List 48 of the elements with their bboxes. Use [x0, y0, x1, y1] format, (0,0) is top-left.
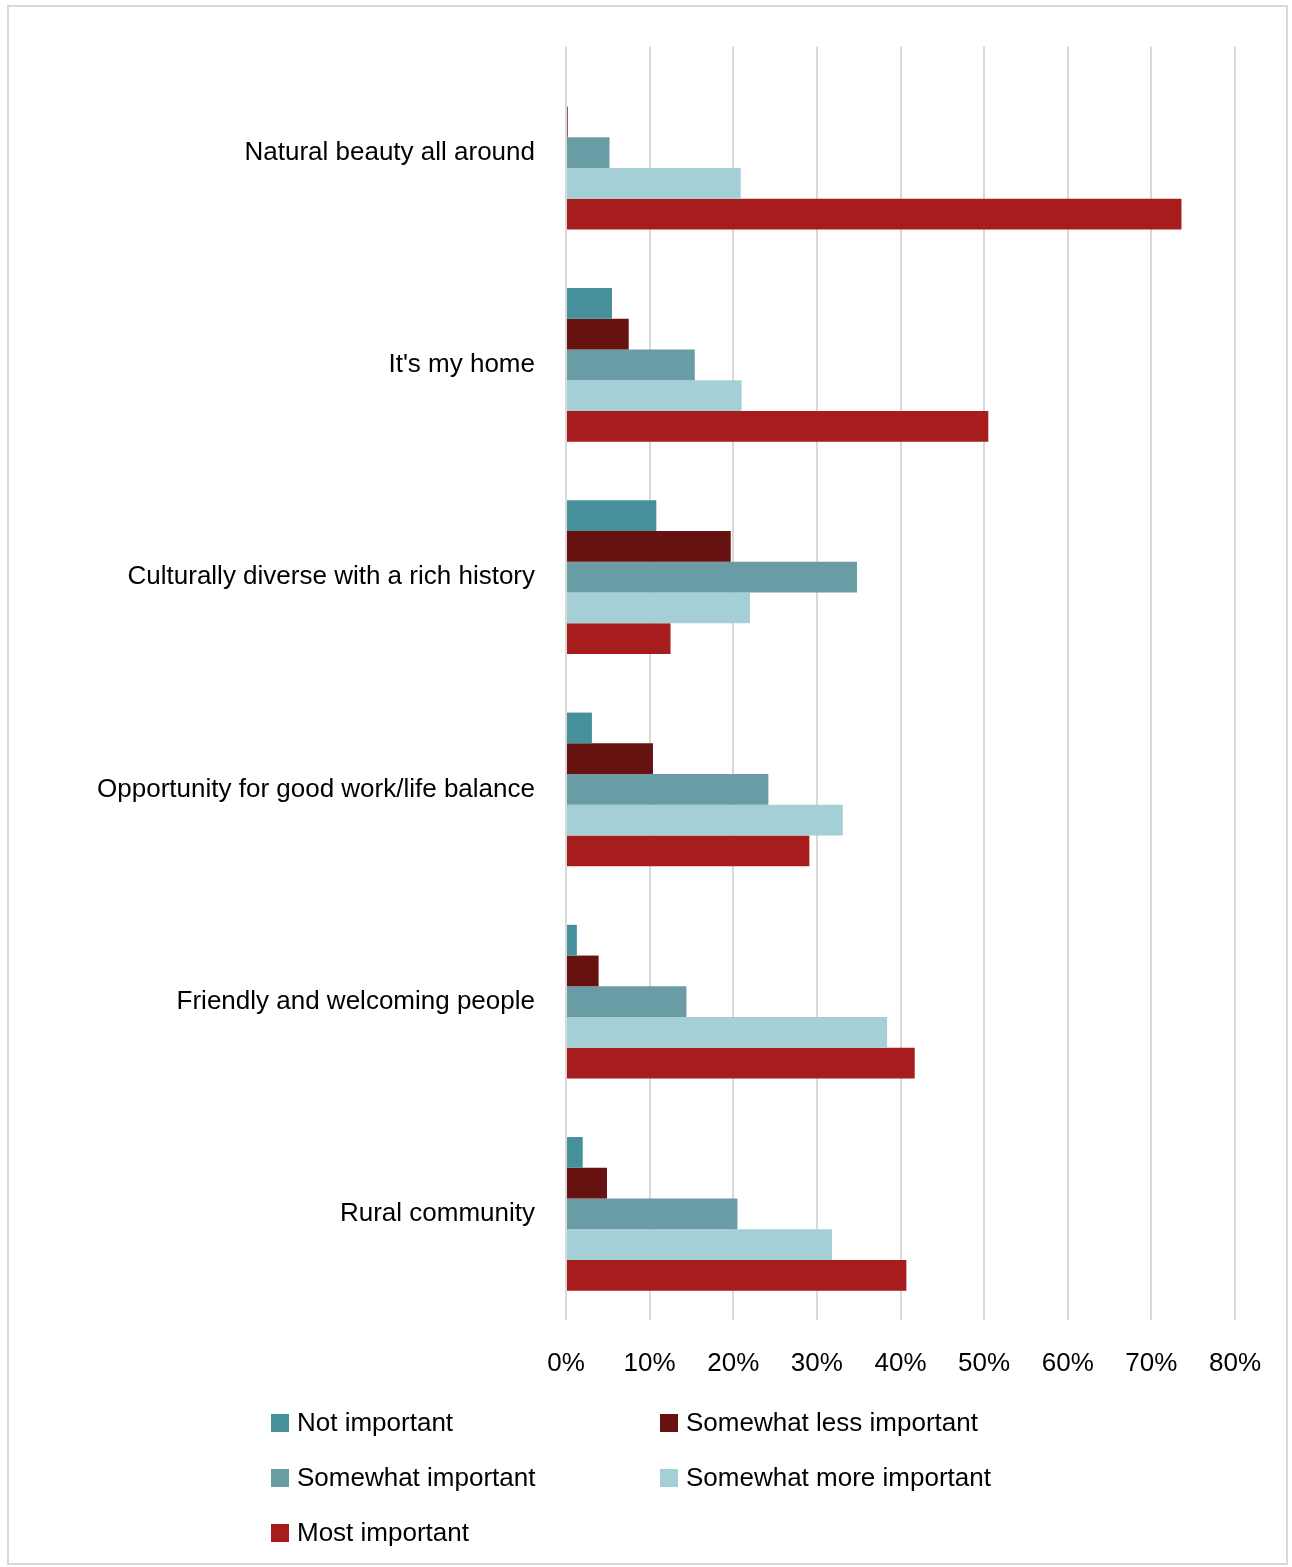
legend-label: Somewhat important [297, 1462, 537, 1493]
bar [567, 1047, 915, 1079]
x-tick-label: 0% [547, 1346, 585, 1377]
bar [567, 1167, 607, 1199]
x-tick-label: 80% [1208, 1346, 1262, 1377]
bar [567, 743, 653, 775]
bar [567, 592, 750, 624]
legend-label: Somewhat less important [686, 1407, 979, 1438]
legend-label: Most important [297, 1517, 470, 1548]
x-tick-label: 50% [958, 1346, 1011, 1377]
bar [567, 986, 687, 1018]
bar [567, 623, 671, 655]
bar [567, 168, 741, 199]
x-tick-label: 20% [707, 1346, 760, 1377]
x-tick-label: 70% [1125, 1346, 1178, 1377]
y-tick-label: Natural beauty all around [244, 135, 535, 166]
bar [567, 288, 612, 319]
bar [567, 804, 843, 836]
y-tick-label: Rural community [339, 1197, 535, 1228]
bar [567, 198, 1182, 230]
x-tick-label: 60% [1041, 1346, 1094, 1377]
bar [567, 380, 742, 412]
y-tick-label: It's my home [388, 348, 535, 379]
bar [567, 411, 989, 442]
legend-label: Not important [297, 1407, 454, 1438]
bar [567, 955, 599, 987]
bar [567, 318, 629, 350]
y-tick-label: Opportunity for good work/life balance [97, 772, 535, 803]
x-tick-label: 40% [874, 1346, 927, 1377]
bar [567, 531, 731, 562]
bar [567, 835, 810, 867]
bar [567, 1198, 738, 1230]
y-tick-label: Culturally diverse with a rich history [127, 560, 535, 591]
bar [567, 561, 858, 593]
bar [567, 1017, 888, 1048]
bar [567, 1229, 832, 1260]
bar [567, 774, 769, 805]
legend-label: Somewhat more important [686, 1462, 992, 1493]
x-tick-label: 10% [623, 1346, 676, 1377]
x-tick-label: 30% [790, 1346, 843, 1377]
y-tick-label: Friendly and welcoming people [176, 984, 535, 1015]
bar [567, 349, 695, 381]
bar [567, 1137, 583, 1168]
bar [567, 500, 657, 532]
bar [567, 924, 577, 956]
bar [567, 137, 610, 169]
bar [567, 712, 592, 744]
bar [567, 1259, 907, 1291]
